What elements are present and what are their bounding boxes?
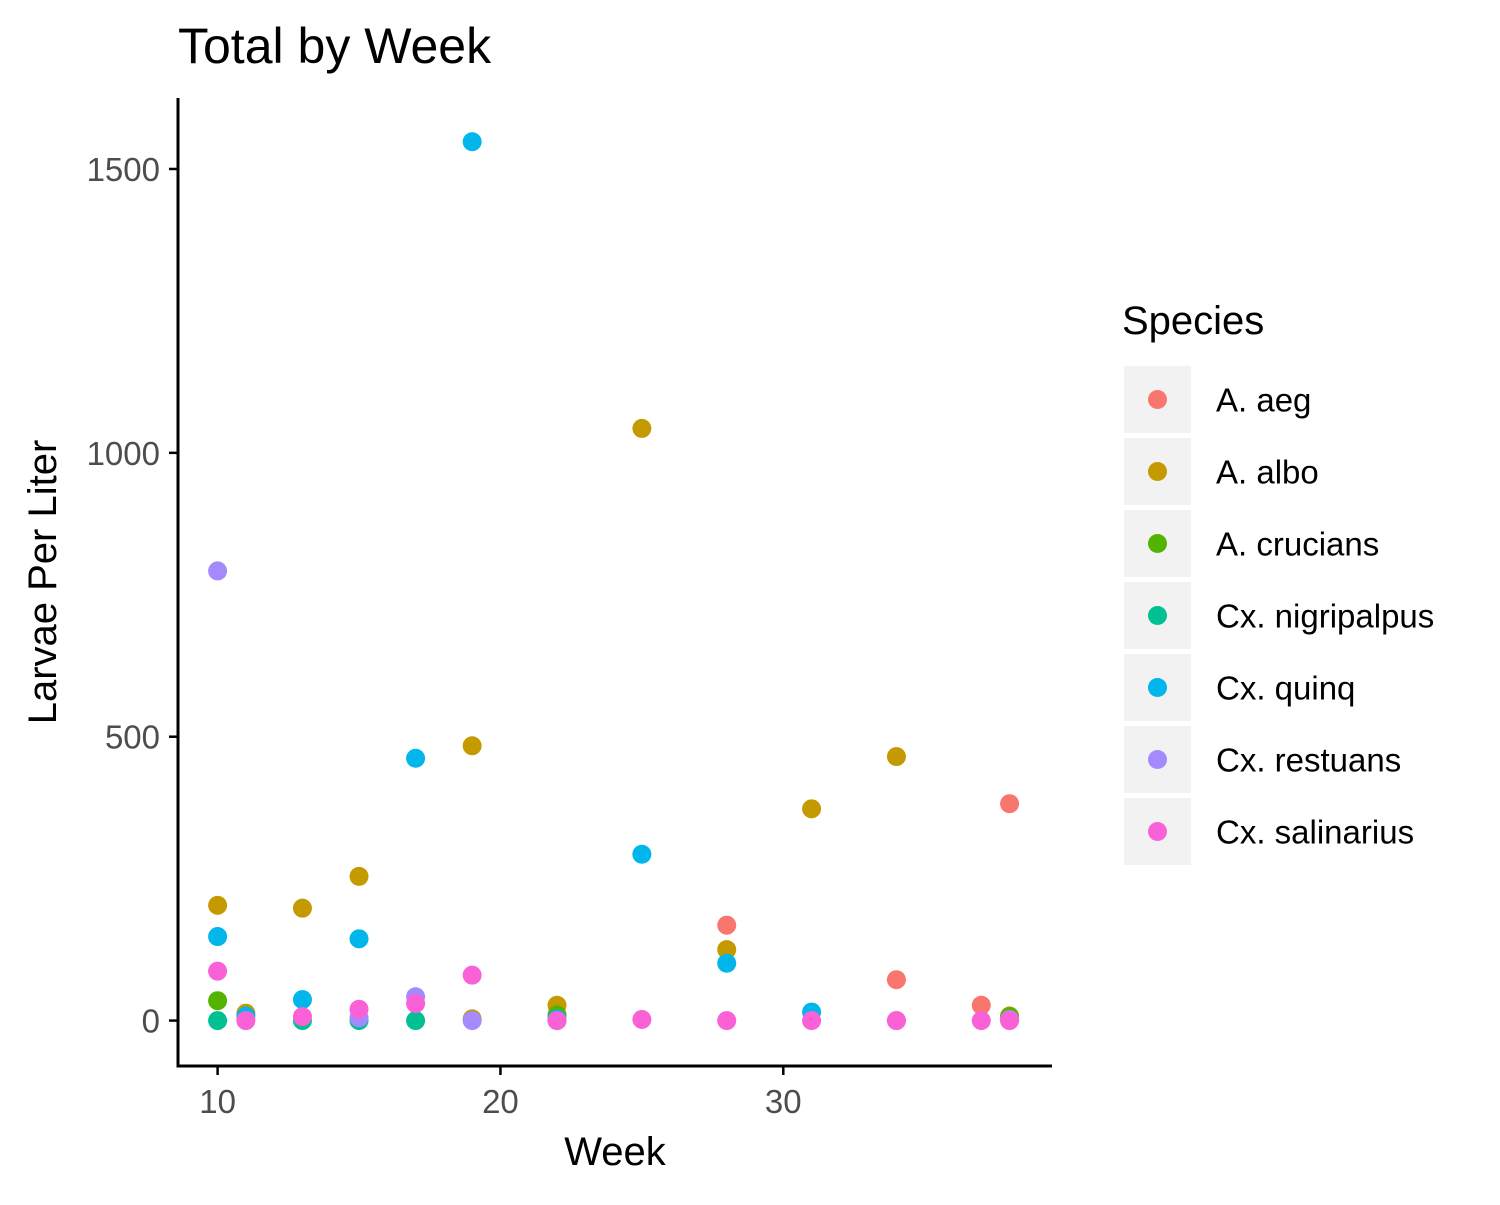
chart-title: Total by Week [178,18,492,74]
legend-swatch [1148,678,1167,697]
data-point [717,915,737,935]
data-point [717,1011,737,1031]
x-axis-label: Week [564,1130,667,1174]
data-point [547,1011,567,1031]
x-tick-label: 20 [482,1083,519,1120]
y-tick-label: 1500 [87,151,160,188]
y-tick-label: 500 [105,719,160,756]
data-point [717,953,737,973]
legend-label: Cx. quinq [1216,670,1355,707]
data-point [349,866,369,886]
data-point [802,1011,822,1031]
data-point [632,418,652,438]
legend-swatch [1148,534,1167,553]
data-point [208,927,228,947]
data-point [236,1011,256,1031]
data-point [632,844,652,864]
legend-label: Cx. restuans [1216,742,1401,779]
data-point [886,747,906,767]
y-axis-label: Larvae Per Liter [21,440,65,725]
data-point [208,991,228,1011]
x-tick-label: 30 [765,1083,802,1120]
legend-swatch [1148,750,1167,769]
data-point [717,940,737,960]
data-point [632,1009,652,1029]
y-tick-label: 0 [142,1003,160,1040]
data-point [462,736,482,756]
data-point [292,990,312,1010]
data-point [1000,1011,1020,1031]
data-point [292,898,312,918]
data-point [208,561,228,581]
data-point [406,994,426,1014]
legend: A. aeg A. albo A. crucians Cx. nigripalpus C… [1124,366,1434,865]
data-point [208,961,228,981]
legend-swatch [1148,462,1167,481]
legend-swatch [1148,390,1167,409]
data-point [886,970,906,990]
data-point [886,1011,906,1031]
data-point [406,1011,426,1031]
data-point [208,895,228,915]
data-point [208,1011,228,1031]
legend-label: A. albo [1216,454,1319,491]
data-point [802,799,822,819]
data-point [406,748,426,768]
data-point [349,929,369,949]
legend-label: Cx. nigripalpus [1216,598,1434,635]
legend-label: Cx. salinarius [1216,814,1414,851]
data-point [462,132,482,152]
legend-title: Species [1122,299,1264,343]
legend-swatch [1148,822,1167,841]
legend-label: A. aeg [1216,382,1311,419]
axes: 0 500 1000 1500 10 20 30 [87,98,1052,1120]
legend-label: A. crucians [1216,526,1379,563]
legend-swatch [1148,606,1167,625]
y-tick-label: 1000 [87,435,160,472]
x-tick-label: 10 [199,1083,236,1120]
data-points [208,132,1020,1031]
data-point [349,999,369,1019]
data-point [292,1007,312,1027]
data-point [462,1011,482,1031]
data-point [971,1011,991,1031]
data-point [1000,794,1020,814]
data-point [462,965,482,985]
data-point [971,995,991,1015]
